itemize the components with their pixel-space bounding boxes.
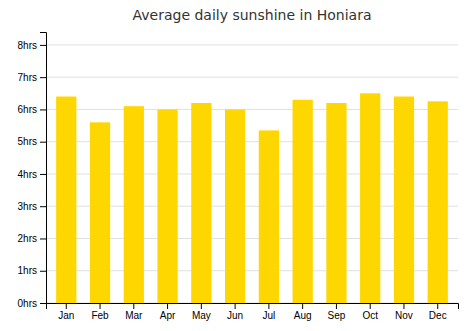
y-tick: 4hrs <box>18 169 46 180</box>
y-tick-mark <box>40 174 46 175</box>
y-tick: 8hrs <box>18 40 46 51</box>
y-tick-label: 1hrs <box>18 265 37 276</box>
bar <box>394 97 414 303</box>
bar <box>225 109 245 303</box>
bar <box>124 106 144 303</box>
x-tick-label: Dec <box>429 310 447 321</box>
bar <box>259 130 279 303</box>
x-tick-label: Aug <box>294 310 312 321</box>
x-tick-label: Oct <box>362 310 378 321</box>
bar <box>191 103 211 303</box>
bar <box>326 103 346 303</box>
y-tick-mark <box>40 206 46 207</box>
bar <box>360 93 380 303</box>
y-tick-mark <box>40 238 46 239</box>
x-tick: Dec <box>429 303 447 321</box>
x-axis-line <box>47 304 459 310</box>
y-tick-label: 6hrs <box>18 104 37 115</box>
x-tick-mark <box>336 303 337 309</box>
y-tick-label: 4hrs <box>18 169 37 180</box>
y-axis: 0hrs 1hrs 2hrs 3hrs 4hrs 5hrs 6hrs 7hrs 8hrs <box>18 33 47 309</box>
x-tick-label: May <box>192 310 211 321</box>
x-tick: Apr <box>160 303 176 321</box>
x-tick: May <box>192 303 211 321</box>
y-tick-mark <box>40 109 46 110</box>
chart-svg: 0hrs 1hrs 2hrs 3hrs 4hrs 5hrs 6hrs 7hrs 8hrs Jan F… <box>0 0 474 331</box>
y-tick-label: 5hrs <box>18 136 37 147</box>
x-tick: Mar <box>125 303 143 321</box>
x-tick: Feb <box>91 303 109 321</box>
grid-line <box>46 77 458 78</box>
x-tick: Sep <box>328 303 346 321</box>
x-tick-mark <box>437 303 438 309</box>
x-tick-label: Nov <box>395 310 413 321</box>
y-tick-mark <box>40 271 46 272</box>
bar <box>56 97 76 303</box>
x-tick-mark <box>403 303 404 309</box>
y-tick-mark <box>40 77 46 78</box>
x-tick: Jan <box>58 303 74 321</box>
y-tick-mark <box>40 303 46 304</box>
y-tick: 5hrs <box>18 136 46 147</box>
x-tick-mark <box>100 303 101 309</box>
bar <box>90 122 110 303</box>
x-tick-mark <box>66 303 67 309</box>
y-tick: 0hrs <box>18 298 46 309</box>
title: Average daily sunshine in Honiara <box>133 7 372 23</box>
x-tick-mark <box>133 303 134 309</box>
bar <box>293 100 313 303</box>
x-tick: Jul <box>262 303 275 321</box>
plot-area: 0hrs 1hrs 2hrs 3hrs 4hrs 5hrs 6hrs 7hrs 8hrs Jan F… <box>18 33 459 322</box>
x-tick-label: Jul <box>262 310 275 321</box>
bar <box>157 109 177 303</box>
y-tick-mark <box>40 142 46 143</box>
x-tick-mark <box>302 303 303 309</box>
x-axis: Jan Feb Mar Apr May Jun Jul Aug Sep Oct Nov Dec <box>47 303 459 321</box>
y-tick-label: 0hrs <box>18 298 37 309</box>
x-tick-label: Feb <box>91 310 109 321</box>
chart-container: 0hrs 1hrs 2hrs 3hrs 4hrs 5hrs 6hrs 7hrs 8hrs Jan F… <box>0 0 474 331</box>
x-tick-label: Jun <box>227 310 243 321</box>
x-tick: Nov <box>395 303 413 321</box>
x-tick-mark <box>370 303 371 309</box>
x-tick-label: Apr <box>160 310 176 321</box>
y-tick: 7hrs <box>18 72 46 83</box>
x-tick-mark <box>201 303 202 309</box>
y-tick: 3hrs <box>18 201 46 212</box>
y-tick: 1hrs <box>18 265 46 276</box>
y-tick-label: 7hrs <box>18 72 37 83</box>
y-axis-line <box>40 33 47 304</box>
x-tick: Oct <box>362 303 378 321</box>
x-tick-label: Jan <box>58 310 74 321</box>
x-tick: Jun <box>227 303 243 321</box>
y-tick-mark <box>40 45 46 46</box>
y-tick: 2hrs <box>18 233 46 244</box>
x-tick-mark <box>268 303 269 309</box>
y-tick-label: 3hrs <box>18 201 37 212</box>
y-tick-label: 2hrs <box>18 233 37 244</box>
grid-line <box>46 44 458 45</box>
bar <box>428 101 448 303</box>
y-tick-label: 8hrs <box>18 40 37 51</box>
x-tick-mark <box>235 303 236 309</box>
x-tick-label: Sep <box>328 310 346 321</box>
x-tick-mark <box>167 303 168 309</box>
x-tick: Aug <box>294 303 312 321</box>
grid <box>46 45 458 303</box>
y-tick: 6hrs <box>18 104 46 115</box>
x-tick-label: Mar <box>125 310 143 321</box>
bars <box>56 93 448 303</box>
